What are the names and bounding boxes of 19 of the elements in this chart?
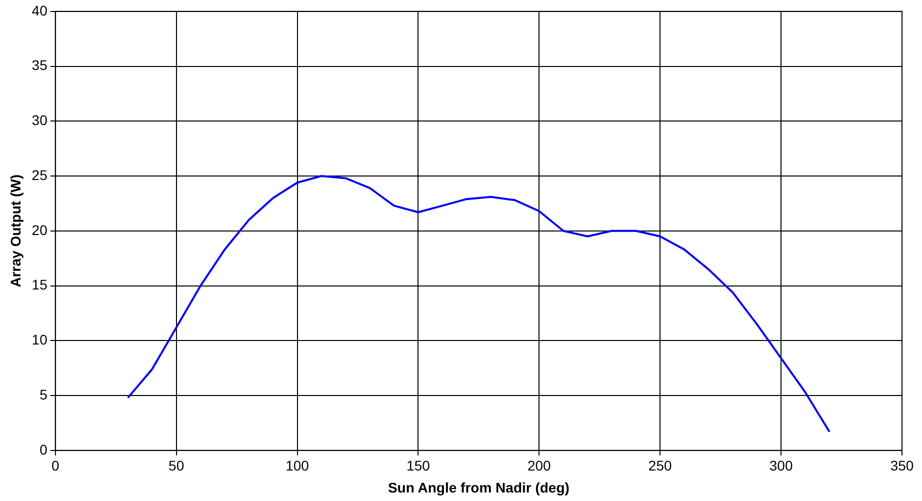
y-tick-label: 25 xyxy=(32,166,48,183)
x-axis-title: Sun Angle from Nadir (deg) xyxy=(388,479,570,496)
y-tick-label: 5 xyxy=(40,386,48,402)
x-tick-label: 150 xyxy=(406,458,430,474)
x-tick-label: 350 xyxy=(890,458,914,474)
y-tick-label: 30 xyxy=(32,112,48,128)
y-tick-label: 15 xyxy=(32,276,48,293)
y-axis-title: Array Output (W) xyxy=(7,174,24,288)
y-tick-label: 20 xyxy=(32,222,48,238)
x-tick-label: 250 xyxy=(648,458,672,474)
y-tick-label: 0 xyxy=(40,441,48,458)
x-tick-label: 100 xyxy=(286,458,310,474)
x-tick-label: 50 xyxy=(168,458,184,474)
y-tick-label: 10 xyxy=(32,332,48,348)
x-tick-label: 0 xyxy=(51,458,60,474)
y-tick-label: 40 xyxy=(32,2,48,18)
x-tick-label: 200 xyxy=(527,458,552,474)
y-tick-label: 35 xyxy=(32,57,48,74)
x-tick-label: 300 xyxy=(769,458,793,474)
